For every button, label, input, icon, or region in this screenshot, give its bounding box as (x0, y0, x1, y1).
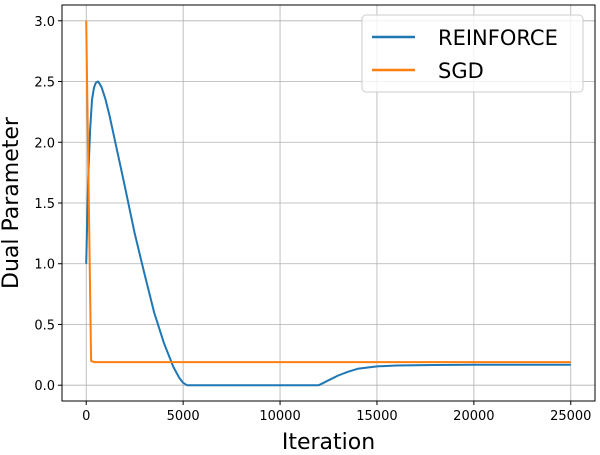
y-tick-label: 3.0 (34, 15, 55, 30)
series-line-sgd (85, 20, 571, 364)
x-tick-label: 25000 (550, 409, 591, 424)
y-tick-label: 2.0 (34, 136, 55, 151)
x-tick-label: 20000 (453, 409, 494, 424)
x-axis-label: Iteration (282, 430, 375, 455)
legend-box (361, 14, 584, 93)
legend-label-sgd: SGD (438, 59, 484, 83)
y-tick-label: 1.5 (34, 197, 55, 212)
series-line-reinforce (85, 80, 571, 387)
legend-label-reinforce: REINFORCE (438, 26, 558, 50)
x-tick-label: 10000 (259, 409, 300, 424)
y-axis-label: Dual Parameter (0, 116, 24, 289)
y-tick-label: 0.0 (34, 379, 55, 394)
x-tick-label: 15000 (356, 409, 397, 424)
x-tick-label: 0 (82, 409, 90, 424)
y-tick-label: 0.5 (34, 318, 55, 333)
series-lines (85, 20, 571, 387)
axis-ticks: 0 5000 10000 15000 20000 25000 0.0 0.5 1.0 1.5 2.0… (34, 15, 591, 424)
y-tick-label: 1.0 (34, 258, 55, 273)
y-tick-label: 2.5 (34, 76, 55, 91)
x-tick-label: 5000 (167, 409, 200, 424)
legend: REINFORCE SGD (361, 14, 584, 93)
